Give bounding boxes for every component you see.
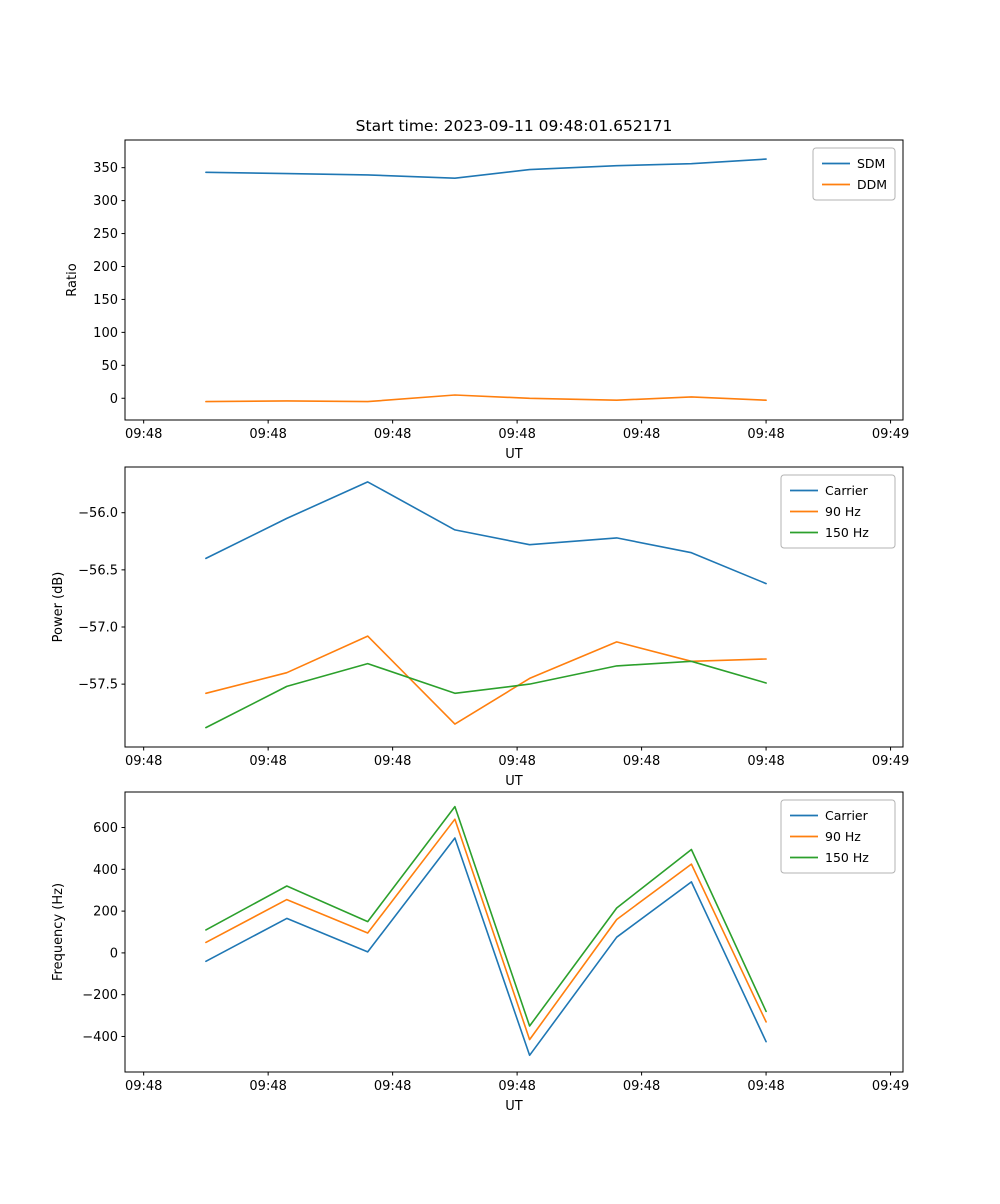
y-tick-label: −56.5 bbox=[78, 563, 118, 578]
y-tick-label: −400 bbox=[82, 1030, 118, 1045]
x-tick-label: 09:49 bbox=[872, 1079, 909, 1094]
x-tick-label: 09:48 bbox=[623, 754, 660, 769]
x-tick-label: 09:48 bbox=[125, 427, 162, 442]
y-tick-label: 200 bbox=[93, 905, 118, 920]
series-line-150-hz bbox=[205, 805, 767, 1027]
x-axis-label: UT bbox=[505, 774, 523, 789]
y-tick-label: 150 bbox=[93, 293, 118, 308]
x-tick-label: 09:48 bbox=[623, 427, 660, 442]
legend-entry-label: DDM bbox=[857, 177, 887, 192]
chart-power: 09:48 09:48 09:48 09:48 09:48 09:48 09:49 −57.5… bbox=[51, 466, 909, 789]
y-tick-label: −56.0 bbox=[78, 506, 118, 521]
x-tick-label: 09:48 bbox=[249, 754, 286, 769]
chart-ratio: 09:48 09:48 09:48 09:48 09:48 09:48 09:49 0 50 10… bbox=[65, 139, 909, 462]
y-tick-label: 350 bbox=[93, 161, 118, 176]
x-tick-label: 09:48 bbox=[747, 754, 784, 769]
legend-entry-label: 150 Hz bbox=[825, 850, 869, 865]
axes-frame bbox=[124, 791, 904, 1073]
y-tick-label: −57.0 bbox=[78, 621, 118, 636]
y-tick-label: 0 bbox=[110, 946, 118, 961]
x-tick-label: 09:48 bbox=[498, 427, 535, 442]
series-line-carrier bbox=[205, 837, 767, 1057]
axes-frame bbox=[124, 139, 904, 421]
x-tick-label: 09:48 bbox=[747, 1079, 784, 1094]
legend: SDM DDM bbox=[812, 147, 896, 201]
y-tick-label: 100 bbox=[93, 326, 118, 341]
axes-frame bbox=[124, 466, 904, 748]
legend: Carrier 90 Hz 150 Hz bbox=[780, 799, 896, 874]
x-axis-label: UT bbox=[505, 447, 523, 462]
x-tick-label: 09:48 bbox=[249, 427, 286, 442]
figure-title: Start time: 2023-09-11 09:48:01.652171 bbox=[356, 117, 673, 135]
x-tick-label: 09:48 bbox=[498, 754, 535, 769]
legend-entry-label: 90 Hz bbox=[825, 504, 861, 519]
y-tick-label: −57.5 bbox=[78, 678, 118, 693]
x-tick-label: 09:48 bbox=[498, 1079, 535, 1094]
y-tick-label: 600 bbox=[93, 821, 118, 836]
x-tick-label: 09:48 bbox=[249, 1079, 286, 1094]
series-line-90-hz bbox=[205, 818, 767, 1041]
legend-entry-label: Carrier bbox=[825, 808, 869, 823]
y-tick-label: 400 bbox=[93, 863, 118, 878]
x-tick-label: 09:48 bbox=[623, 1079, 660, 1094]
x-tick-label: 09:48 bbox=[125, 754, 162, 769]
legend-entry-label: SDM bbox=[857, 156, 885, 171]
x-tick-label: 09:49 bbox=[872, 427, 909, 442]
y-tick-label: 50 bbox=[101, 359, 118, 374]
legend-frame bbox=[780, 474, 896, 549]
legend-entry-label: 150 Hz bbox=[825, 525, 869, 540]
series-line-150-hz bbox=[205, 660, 767, 729]
x-axis-label: UT bbox=[505, 1099, 523, 1114]
x-tick-label: 09:48 bbox=[374, 427, 411, 442]
y-tick-label: −200 bbox=[82, 988, 118, 1003]
chart-frequency: 09:48 09:48 09:48 09:48 09:48 09:48 09:49 −400 −… bbox=[51, 791, 909, 1114]
y-axis-label: Power (dB) bbox=[51, 572, 66, 643]
y-tick-label: 250 bbox=[93, 227, 118, 242]
series-line-90-hz bbox=[205, 635, 767, 725]
y-tick-label: 200 bbox=[93, 260, 118, 275]
x-tick-label: 09:48 bbox=[747, 427, 784, 442]
legend-entry-label: 90 Hz bbox=[825, 829, 861, 844]
y-axis-label: Ratio bbox=[65, 263, 80, 296]
x-tick-label: 09:48 bbox=[125, 1079, 162, 1094]
x-tick-label: 09:48 bbox=[374, 754, 411, 769]
series-line-carrier bbox=[205, 481, 767, 585]
y-axis-label: Frequency (Hz) bbox=[51, 883, 66, 981]
legend-frame bbox=[780, 799, 896, 874]
x-tick-label: 09:48 bbox=[374, 1079, 411, 1094]
x-tick-label: 09:49 bbox=[872, 754, 909, 769]
legend-entry-label: Carrier bbox=[825, 483, 869, 498]
y-tick-label: 0 bbox=[110, 392, 118, 407]
y-tick-label: 300 bbox=[93, 194, 118, 209]
legend-frame bbox=[812, 147, 896, 201]
series-line-ddm bbox=[205, 394, 767, 403]
series-line-sdm bbox=[205, 158, 767, 179]
legend: Carrier 90 Hz 150 Hz bbox=[780, 474, 896, 549]
